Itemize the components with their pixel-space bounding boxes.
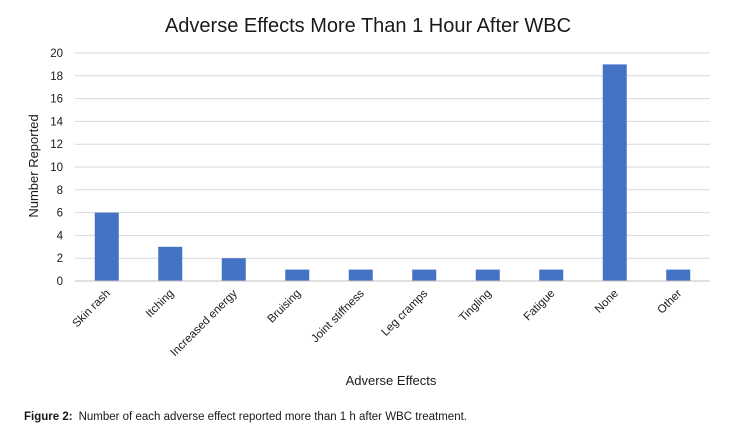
y-tick-label: 20 xyxy=(50,48,63,60)
bar-joint-stiffness xyxy=(348,269,373,281)
x-tick-label: Joint stiffness xyxy=(309,287,367,345)
y-tick-label: 12 xyxy=(50,139,63,151)
x-tick-label: Other xyxy=(656,288,685,317)
bar-other xyxy=(666,269,691,281)
y-tick-label: 14 xyxy=(50,116,63,128)
x-tick-label: None xyxy=(593,288,621,316)
bar-skin-rash xyxy=(94,212,119,281)
y-tick-label: 6 xyxy=(57,208,63,220)
x-tick-label: Bruising xyxy=(265,288,303,326)
caption-label: Figure 2: xyxy=(24,411,73,423)
y-tick-label: 10 xyxy=(50,162,63,174)
x-tick-label: Leg cramps xyxy=(379,287,430,338)
bars xyxy=(94,64,691,282)
bar-tingling xyxy=(475,269,500,281)
y-tick-label: 8 xyxy=(57,185,63,197)
bar-increased-energy xyxy=(221,258,246,281)
figure-caption: Figure 2: Number of each adverse effect r… xyxy=(24,411,467,423)
y-axis-title: Number Reported xyxy=(26,114,41,217)
x-tick-label: Itching xyxy=(144,288,176,320)
x-tick-label: Fatigue xyxy=(522,288,558,324)
x-tick-label: Increased energy xyxy=(169,287,240,358)
y-tick-label: 16 xyxy=(50,94,63,106)
y-tick-label: 4 xyxy=(57,230,64,242)
bar-fatigue xyxy=(539,269,564,281)
gridlines xyxy=(75,52,710,259)
bar-chart: Adverse Effects More Than 1 Hour After W… xyxy=(26,15,710,388)
x-tick-label: Tingling xyxy=(457,288,494,325)
y-tick-label: 0 xyxy=(57,276,63,288)
x-tick-label: Skin rash xyxy=(70,288,112,330)
bar-itching xyxy=(158,246,183,281)
y-tick-label: 2 xyxy=(57,253,63,265)
y-tick-label: 18 xyxy=(50,71,63,83)
chart-title: Adverse Effects More Than 1 Hour After W… xyxy=(165,15,571,37)
y-axis-ticks: 0 2 4 6 8 10 12 14 16 18 20 xyxy=(50,48,63,288)
x-axis-title: Adverse Effects xyxy=(346,373,437,388)
bar-leg-cramps xyxy=(412,269,437,281)
caption-text: Number of each adverse effect reported m… xyxy=(78,411,467,423)
bar-none xyxy=(602,64,627,282)
bar-bruising xyxy=(285,269,310,281)
